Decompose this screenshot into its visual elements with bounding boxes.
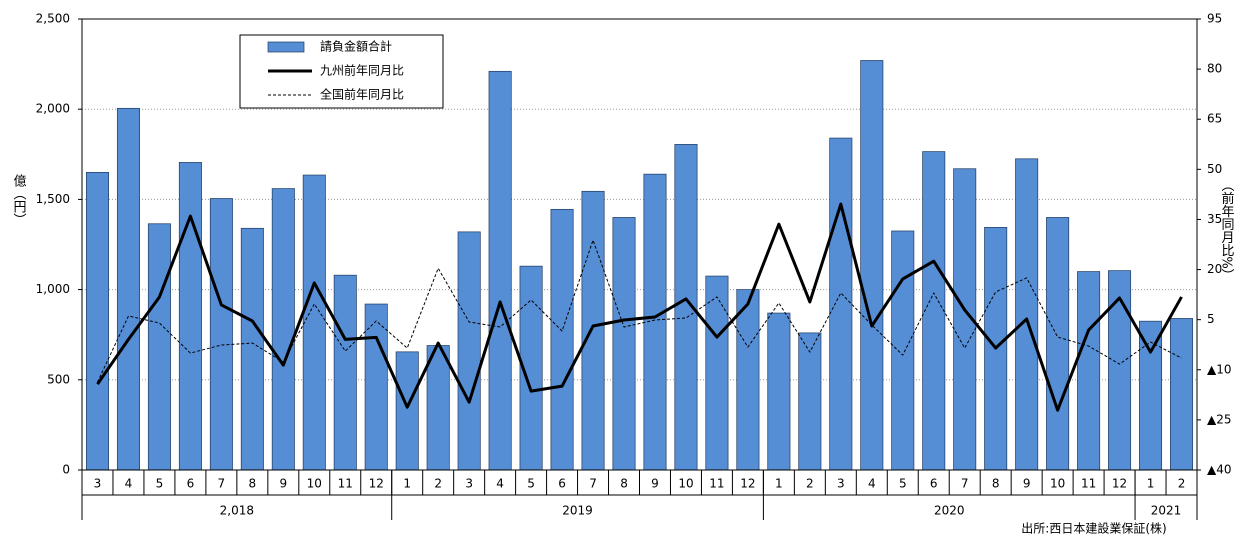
y2-tick-label: 50: [1207, 162, 1222, 176]
bar: [581, 190, 605, 471]
x-tick-label: 12: [369, 477, 384, 491]
bar: [116, 107, 140, 471]
bar: [922, 151, 946, 471]
x-tick-label: 3: [837, 477, 845, 491]
line: [97, 239, 1182, 383]
x-tick-label: 1: [403, 477, 411, 491]
y2-axis-label: （前年同月比%）: [1219, 178, 1235, 281]
x-tick-label: 11: [338, 477, 353, 491]
x-tick-label: 2: [434, 477, 442, 491]
bar: [240, 227, 264, 471]
y2-tick-label: ▲40: [1207, 463, 1232, 477]
x-tick-label: 4: [125, 477, 133, 491]
y2-tick-label: 20: [1207, 262, 1222, 276]
x-tick-label: 11: [1081, 477, 1096, 491]
x-group-label: 2020: [934, 504, 965, 518]
x-group-label: 2021: [1151, 504, 1182, 518]
x-tick-label: 8: [620, 477, 628, 491]
x-tick-label: 10: [1050, 477, 1065, 491]
bar: [1015, 158, 1039, 471]
y-axis-label: 億（円）: [11, 173, 27, 226]
x-tick-label: 5: [156, 477, 164, 491]
x-tick-label: 6: [558, 477, 566, 491]
x-tick-label: 8: [992, 477, 1000, 491]
bar: [860, 60, 884, 471]
bar: [457, 231, 481, 471]
bar: [302, 174, 326, 471]
x-tick-label: 12: [740, 477, 755, 491]
x-tick-label: 7: [961, 477, 969, 491]
x-tick-label: 9: [279, 477, 287, 491]
bar: [395, 351, 419, 471]
x-tick-label: 10: [678, 477, 693, 491]
bar: [426, 345, 450, 471]
source-note: 出所:西日本建設業保証(株): [1021, 521, 1166, 536]
x-tick-label: 2: [806, 477, 814, 491]
x-tick-label: 7: [218, 477, 226, 491]
bar: [705, 275, 729, 471]
x-tick-label: 1: [775, 477, 783, 491]
y-tick-label: 1,000: [36, 282, 70, 296]
bar: [333, 274, 357, 471]
x-tick-label: 4: [496, 477, 504, 491]
x-tick-label: 6: [930, 477, 938, 491]
bar: [488, 70, 512, 471]
y-tick-label: 2,000: [36, 102, 70, 116]
legend-swatch: [267, 41, 305, 53]
x-tick-label: 4: [868, 477, 876, 491]
x-tick-label: 8: [249, 477, 257, 491]
bar: [147, 223, 171, 471]
bar: [736, 289, 760, 471]
bar: [891, 230, 915, 471]
bar: [178, 162, 202, 471]
x-tick-label: 6: [187, 477, 195, 491]
line: [96, 202, 1183, 412]
y2-tick-label: ▲10: [1207, 362, 1232, 376]
x-tick-label: 9: [651, 477, 659, 491]
x-group-label: 2019: [562, 504, 593, 518]
legend-label: 全国前年同月比: [320, 87, 404, 102]
bar: [1139, 320, 1163, 471]
y-tick-label: 1,500: [36, 192, 70, 206]
x-tick-label: 3: [94, 477, 102, 491]
x-tick-label: 11: [709, 477, 724, 491]
bar: [550, 208, 574, 471]
x-tick-label: 10: [307, 477, 322, 491]
bar: [271, 188, 295, 471]
bar: [1170, 318, 1194, 471]
bar: [85, 171, 109, 471]
y2-tick-label: ▲25: [1207, 412, 1232, 426]
bar: [1077, 271, 1101, 471]
y2-tick-label: 80: [1207, 62, 1222, 76]
y2-tick-label: 95: [1207, 12, 1222, 26]
y2-tick-label: 5: [1207, 312, 1215, 326]
x-tick-label: 12: [1112, 477, 1127, 491]
y2-tick-label: 35: [1207, 212, 1222, 226]
x-tick-label: 2: [1178, 477, 1186, 491]
x-tick-label: 9: [1023, 477, 1031, 491]
y-tick-label: 2,500: [36, 12, 70, 26]
bar: [612, 217, 636, 471]
x-tick-label: 3: [465, 477, 473, 491]
x-group-label: 2,018: [220, 504, 254, 518]
x-tick-label: 1: [1147, 477, 1155, 491]
y-tick-label: 500: [47, 372, 70, 386]
x-tick-label: 7: [589, 477, 597, 491]
bar: [798, 332, 822, 471]
bar: [767, 312, 791, 471]
bar: [643, 173, 667, 471]
legend-label: 九州前年同月比: [320, 63, 404, 78]
x-tick-label: 5: [527, 477, 535, 491]
y-tick-label: 0: [62, 463, 70, 477]
y2-tick-label: 65: [1207, 112, 1222, 126]
bar: [1046, 217, 1070, 471]
x-tick-label: 5: [899, 477, 907, 491]
bar: [829, 137, 853, 471]
legend-label: 請負金額合計: [320, 39, 392, 54]
bar: [209, 198, 233, 471]
